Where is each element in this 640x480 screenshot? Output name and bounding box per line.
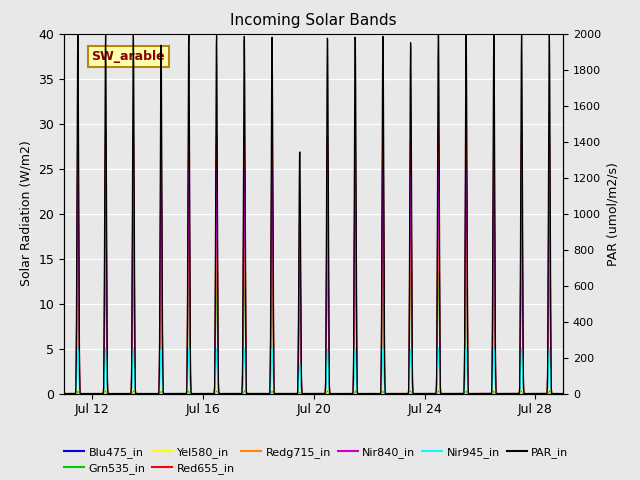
Y-axis label: PAR (umol/m2/s): PAR (umol/m2/s) <box>607 162 620 265</box>
Y-axis label: Solar Radiation (W/m2): Solar Radiation (W/m2) <box>20 141 33 287</box>
Title: Incoming Solar Bands: Incoming Solar Bands <box>230 13 397 28</box>
Legend: Blu475_in, Grn535_in, Yel580_in, Red655_in, Redg715_in, Nir840_in, Nir945_in, PA: Blu475_in, Grn535_in, Yel580_in, Red655_… <box>60 443 573 479</box>
Text: SW_arable: SW_arable <box>92 50 165 63</box>
